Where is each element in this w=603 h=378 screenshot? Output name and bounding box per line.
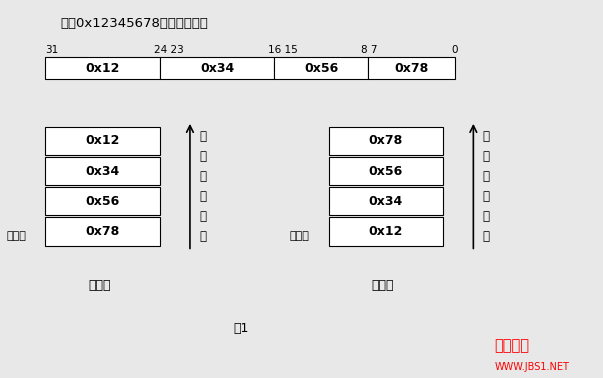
Text: 大: 大 [199, 190, 206, 203]
Text: 0x12: 0x12 [368, 225, 403, 238]
Text: 小端法: 小端法 [88, 279, 111, 292]
Bar [274, 57, 368, 79]
Text: 址: 址 [199, 150, 206, 163]
Bar [45, 57, 160, 79]
Text: 向: 向 [482, 230, 490, 243]
Text: 址: 址 [482, 150, 490, 163]
Text: 增: 增 [482, 170, 490, 183]
Text: 地: 地 [482, 130, 490, 143]
Text: 低地址: 低地址 [6, 231, 26, 241]
Bar [45, 157, 160, 185]
Text: 8 7: 8 7 [361, 45, 377, 55]
Text: 脚本之家: 脚本之家 [494, 338, 529, 353]
Text: 0x34: 0x34 [369, 195, 403, 208]
Text: 方: 方 [199, 210, 206, 223]
Text: 0x56: 0x56 [86, 195, 119, 208]
Text: 0x78: 0x78 [86, 225, 119, 238]
Bar [368, 57, 455, 79]
Text: 0x12: 0x12 [85, 62, 120, 74]
Text: 低地址: 低地址 [289, 231, 309, 241]
Text: 0x12: 0x12 [85, 134, 120, 147]
Text: 24 23: 24 23 [154, 45, 183, 55]
Bar [160, 57, 274, 79]
Text: 0x78: 0x78 [394, 62, 429, 74]
Bar [45, 127, 160, 155]
Bar [45, 187, 160, 215]
Text: 增: 增 [199, 170, 206, 183]
Text: 0x78: 0x78 [369, 134, 403, 147]
Text: 方: 方 [482, 210, 490, 223]
Text: 0x56: 0x56 [369, 164, 403, 178]
Bar [329, 217, 443, 246]
Bar [329, 127, 443, 155]
Text: 图1: 图1 [233, 322, 249, 335]
Text: 整形0x12345678的位表示方法: 整形0x12345678的位表示方法 [60, 17, 208, 30]
Text: 16 15: 16 15 [268, 45, 298, 55]
Text: 0x34: 0x34 [86, 164, 119, 178]
Text: 0: 0 [451, 45, 458, 55]
Bar [45, 217, 160, 246]
Text: 大端法: 大端法 [371, 279, 394, 292]
Bar [329, 157, 443, 185]
Text: WWW.JBS1.NET: WWW.JBS1.NET [494, 362, 569, 372]
Text: 31: 31 [45, 45, 58, 55]
Text: 大: 大 [482, 190, 490, 203]
Text: 0x34: 0x34 [200, 62, 234, 74]
Bar [329, 187, 443, 215]
Text: 地: 地 [199, 130, 206, 143]
Text: 向: 向 [199, 230, 206, 243]
Text: 0x56: 0x56 [304, 62, 338, 74]
